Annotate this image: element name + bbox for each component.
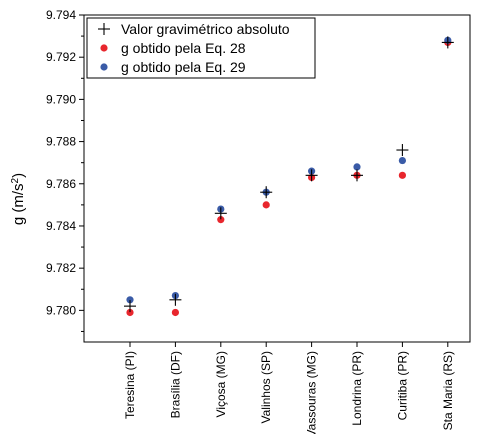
x-axis-ticks: Teresina (PI) Brasília (DF) Viçosa (MG) Val… [123, 342, 455, 437]
data-point-series-2-4 [262, 201, 270, 209]
x-tick-label: Viçosa (MG) [214, 351, 228, 417]
data-point-series-3-1 [126, 296, 134, 304]
x-tick-label: Sta Maria (RS) [441, 351, 455, 430]
data-point-series-3-7 [398, 156, 406, 165]
y-tick-label: 9.784 [46, 219, 76, 233]
plot-border [83, 14, 471, 343]
data-point-series-1-4 [260, 186, 273, 199]
legend-marker-2 [100, 44, 108, 52]
legend-label-1: Valor gravimétrico absoluto [121, 21, 290, 37]
legend-marker-1 [98, 23, 110, 35]
x-tick-label: Teresina (PI) [123, 351, 137, 419]
x-tick-label: Londrina (PR) [350, 351, 364, 426]
y-tick-label: 9.794 [46, 8, 76, 22]
data-point-series-1-6 [351, 169, 363, 182]
data-point-series-1-2 [169, 293, 182, 306]
data-point-series-1-1 [124, 300, 136, 313]
plot-frame [83, 14, 471, 343]
x-tick-label: Vassouras (MG) [305, 351, 319, 434]
data-points [124, 36, 454, 317]
data-point-series-3-6 [353, 163, 361, 171]
x-tick-label: Brasília (DF) [168, 351, 182, 418]
legend-label-2: g obtido pela Eq. 28 [121, 40, 246, 56]
y-tick-label: 9.780 [46, 303, 76, 317]
x-tick-label: Valinhos (SP) [259, 351, 273, 423]
x-tick-label: Curitiba (PR) [395, 351, 409, 420]
data-point-series-2-1 [126, 308, 134, 317]
legend-marker-3 [100, 63, 108, 71]
y-axis-title-superscript: 2 [10, 177, 21, 183]
legend-label-3: g obtido pela Eq. 29 [121, 59, 246, 75]
data-point-series-1-5 [305, 169, 318, 182]
data-point-series-2-2 [171, 308, 179, 317]
data-point-series-2-3 [217, 216, 225, 224]
legend: Valor gravimétrico absoluto g obtido pela… [86, 17, 316, 79]
y-tick-label: 9.792 [46, 50, 76, 64]
y-axis-ticks: 9.780 9.782 9.784 9.786 9.788 9.790 9.792 9.794 [46, 8, 84, 332]
data-point-series-1-3 [214, 207, 227, 220]
y-tick-label: 9.788 [46, 135, 76, 149]
y-axis-title: g (m/s2) [10, 173, 28, 225]
data-point-series-2-7 [398, 171, 406, 179]
y-tick-label: 9.782 [46, 261, 76, 275]
data-point-series-1-7 [396, 144, 409, 157]
y-tick-label: 9.790 [46, 92, 76, 106]
y-tick-label: 9.786 [46, 177, 76, 191]
y-axis-title-suffix: ) [10, 173, 27, 178]
data-point-series-1-8 [441, 36, 454, 49]
y-axis-title-main: g (m/s [10, 183, 27, 225]
legend-box [86, 17, 316, 79]
